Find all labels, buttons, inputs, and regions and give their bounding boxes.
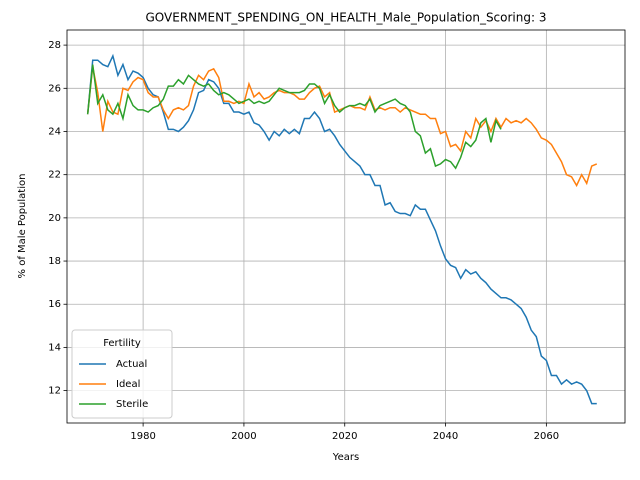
y-tick-label: 14 — [48, 342, 61, 353]
y-tick-label: 24 — [48, 126, 61, 137]
series-line — [86, 64, 502, 170]
legend-box — [71, 329, 173, 419]
y-tick-label: 12 — [48, 386, 61, 397]
y-tick-label: 20 — [48, 213, 61, 224]
chart-title: GOVERNMENT_SPENDING_ON_HEALTH_Male_Popul… — [146, 11, 547, 25]
y-tick-label: 18 — [48, 256, 61, 267]
x-tick-label: 2040 — [433, 431, 458, 442]
y-tick-label: 26 — [48, 83, 61, 94]
series-line — [86, 66, 598, 188]
x-axis-label: Years — [332, 452, 359, 463]
legend-title: Fertility — [103, 338, 141, 349]
x-tick-label: 2000 — [231, 431, 256, 442]
series-line — [86, 53, 597, 405]
legend-label: Actual — [116, 359, 147, 370]
x-tick-label: 2060 — [534, 431, 559, 442]
y-axis-label: % of Male Population — [17, 174, 28, 279]
y-tick-label: 22 — [48, 170, 61, 181]
legend-label: Sterile — [116, 399, 148, 410]
y-tick-label: 28 — [48, 40, 61, 51]
x-tick-label: 1980 — [130, 431, 155, 442]
plot-frame — [66, 29, 626, 424]
y-tick-label: 16 — [48, 299, 61, 310]
legend-label: Ideal — [116, 379, 140, 390]
x-tick-label: 2020 — [332, 431, 357, 442]
